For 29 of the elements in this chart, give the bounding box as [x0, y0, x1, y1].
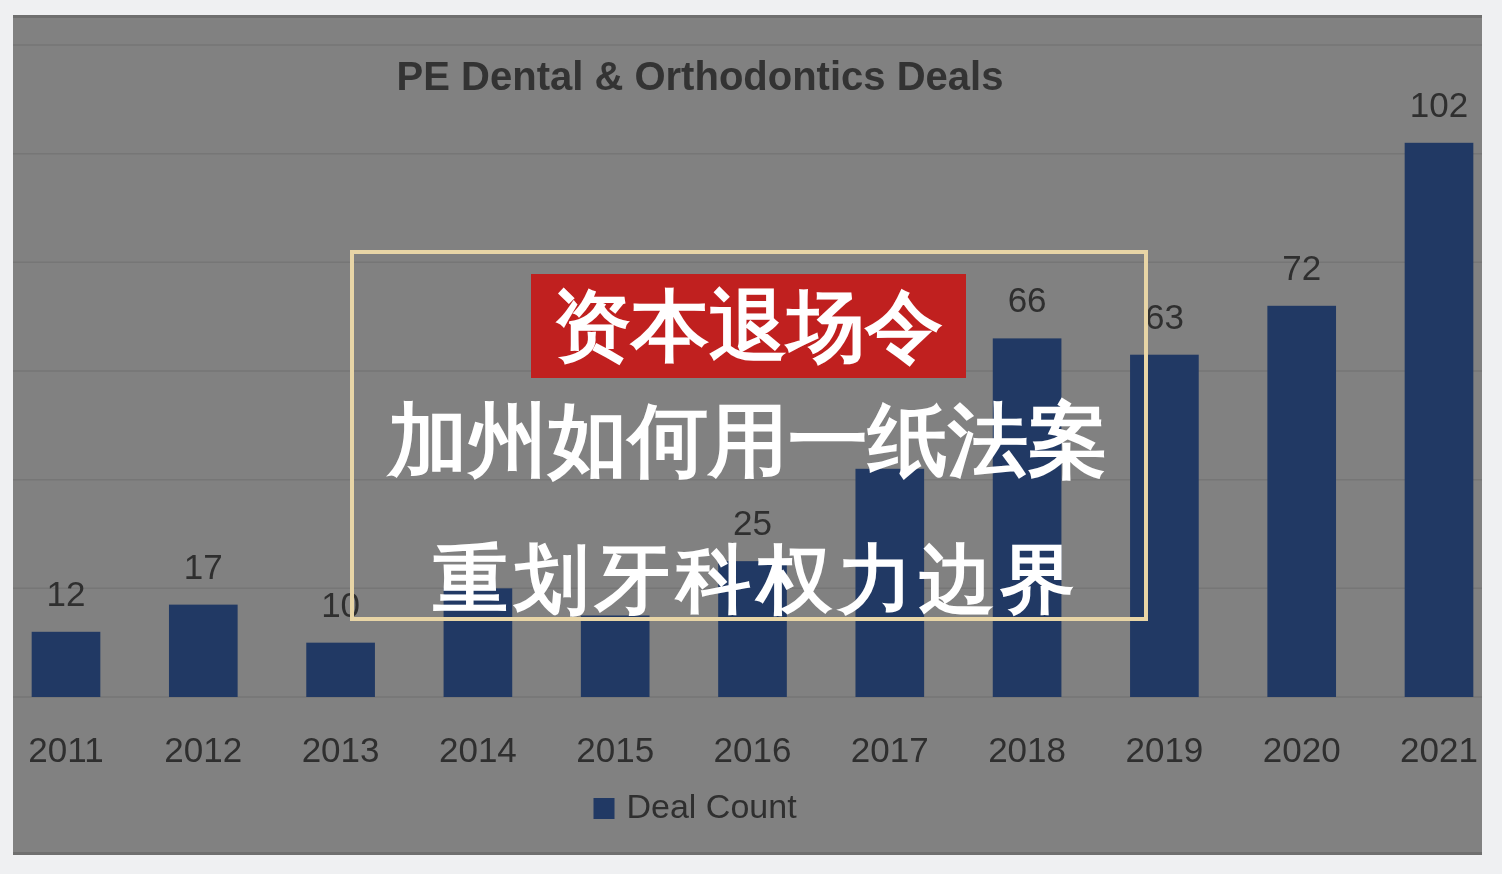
x-tick-label: 2021 [1400, 730, 1478, 769]
bar [1130, 354, 1199, 697]
bar [31, 631, 101, 697]
data-label: 63 [1144, 296, 1184, 336]
data-label: 17 [183, 546, 223, 586]
bar [1404, 142, 1474, 697]
data-label: 25 [733, 503, 772, 543]
bar [580, 615, 650, 697]
x-tick-label: 2012 [164, 730, 243, 769]
data-label: 102 [1409, 84, 1469, 124]
x-tick-label: 2013 [301, 730, 380, 769]
x-tick-label: 2018 [988, 730, 1067, 769]
legend-label: Deal Count [626, 787, 798, 825]
x-tick-label: 2015 [576, 730, 655, 769]
bar [306, 642, 375, 697]
x-tick-label: 2017 [850, 730, 929, 769]
x-tick-label: 2016 [713, 730, 792, 769]
bar [1267, 305, 1337, 697]
x-tick-label: 2020 [1262, 730, 1341, 769]
bar [168, 604, 238, 697]
title: PE Dental & Orthodontics Deals [396, 54, 1004, 98]
data-label: 12 [46, 573, 86, 613]
x-tick-label: 2011 [28, 730, 104, 769]
annotation: 资本退场令 [553, 282, 943, 370]
x-tick-label: 2014 [438, 730, 517, 769]
x-tick-label: 2019 [1125, 730, 1204, 769]
data-label: 72 [1282, 247, 1322, 287]
data-label: 66 [1007, 280, 1047, 320]
legend: Deal Count [593, 787, 797, 825]
